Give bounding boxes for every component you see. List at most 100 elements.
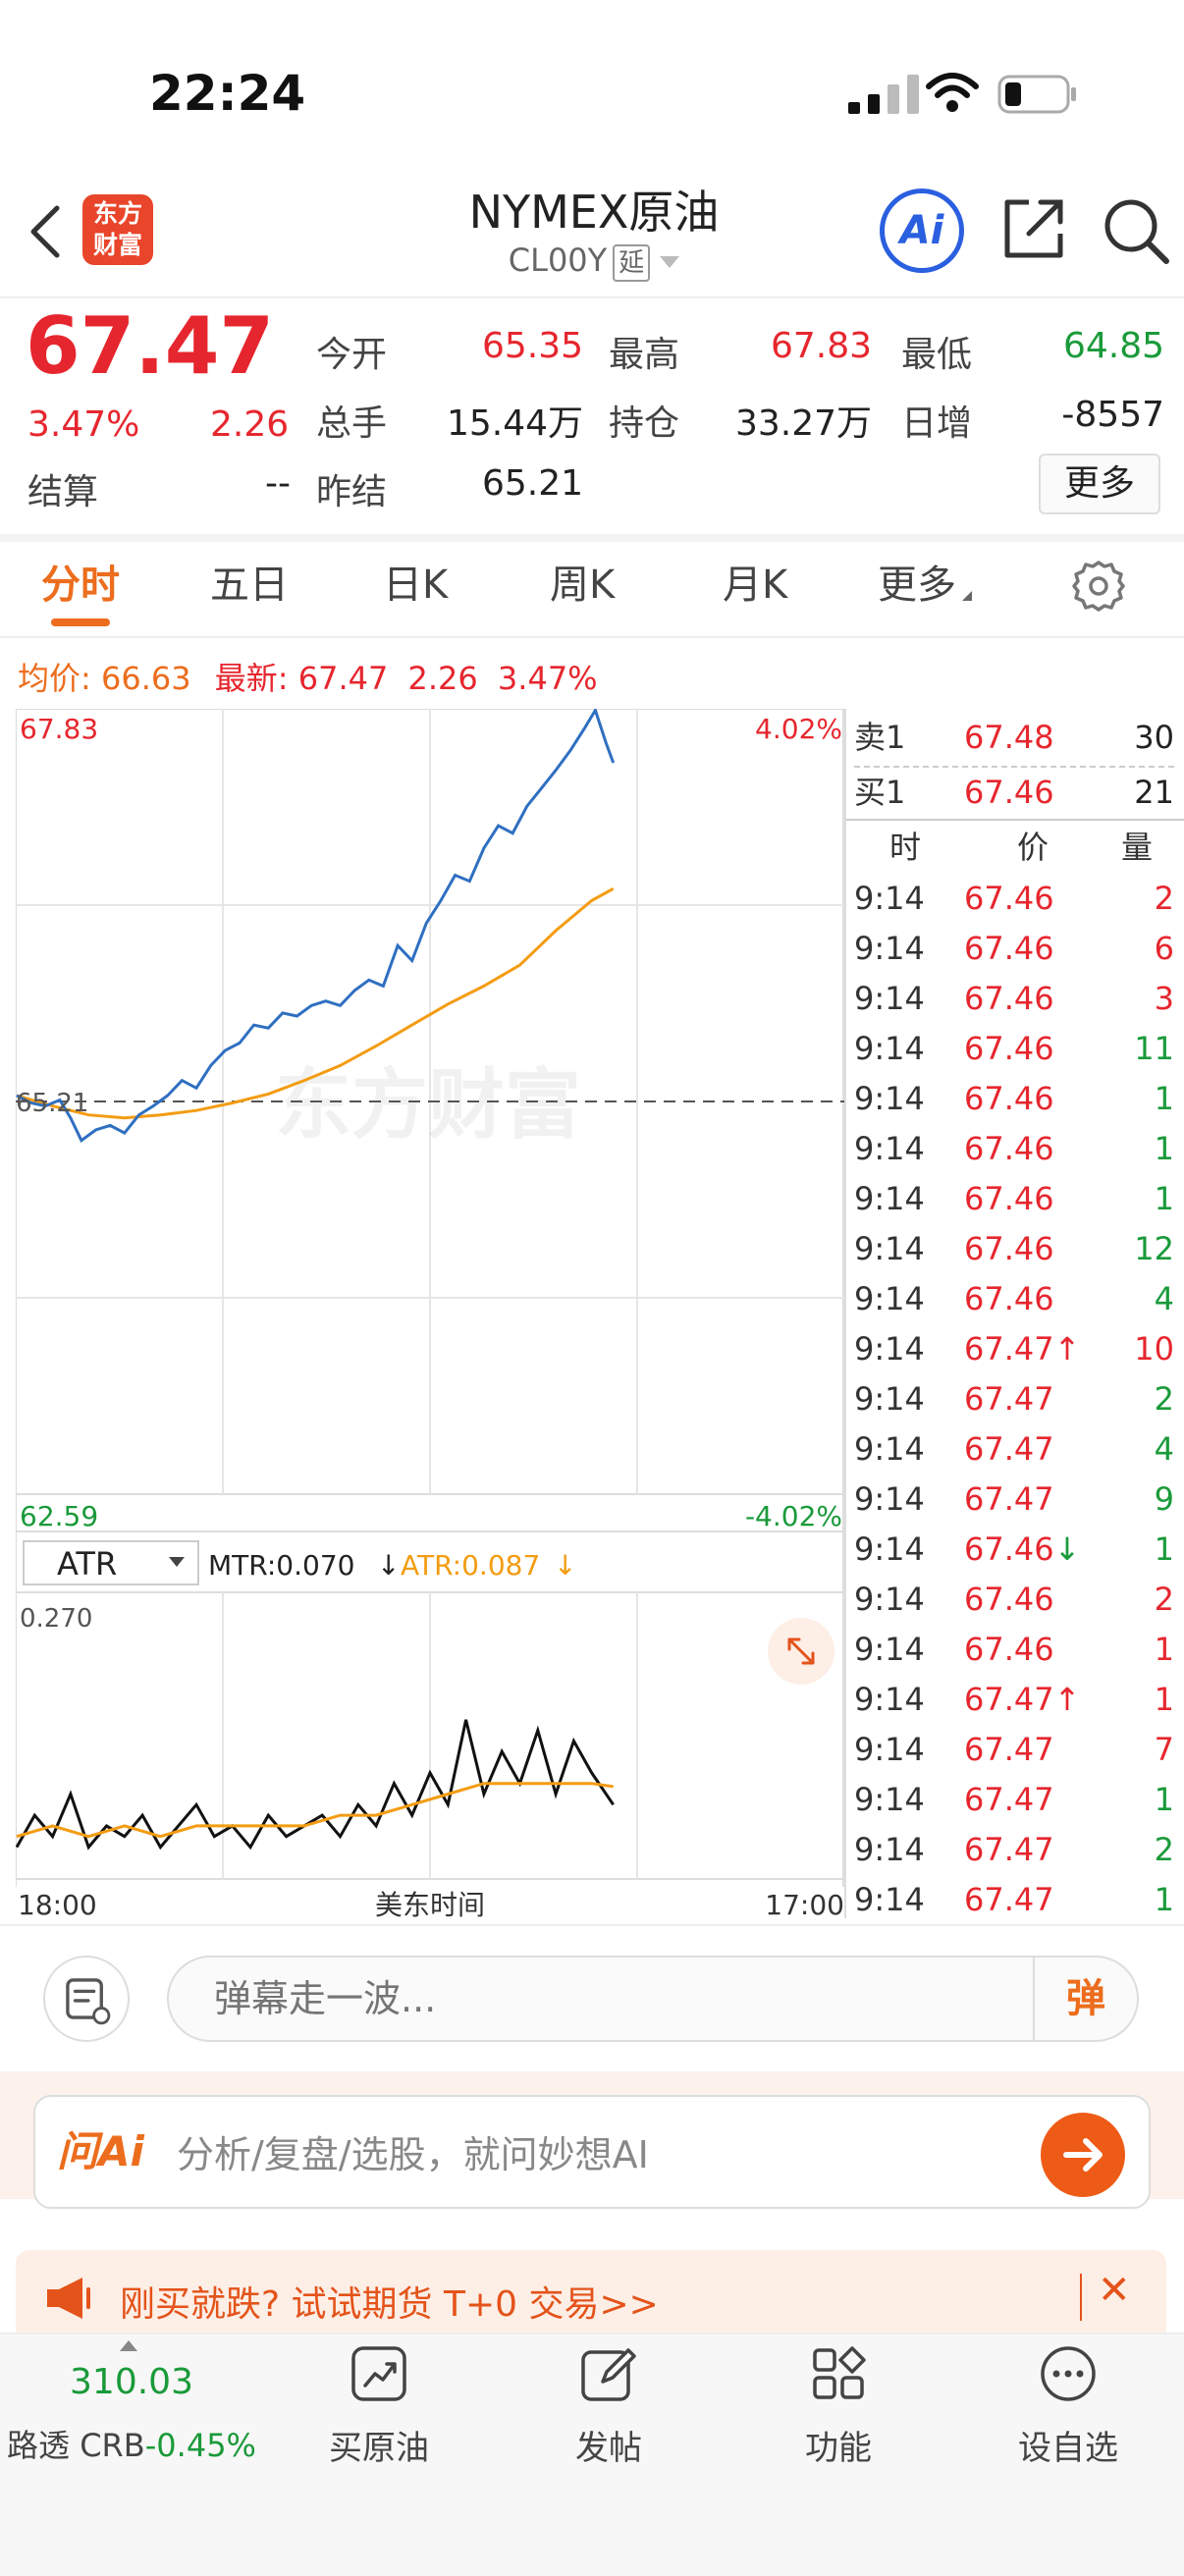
trades-header: 时 价 量 [854,823,1174,873]
page-title: NYMEX原油 [468,186,720,239]
intraday-chart[interactable]: 东方财富 67.83 62.59 65.21 4.02% -4.02% ATR … [16,709,844,1918]
price-summary: 均价: 66.63 最新: 67.47 2.26 3.47% [18,654,598,699]
danmu-list-icon[interactable] [43,1956,130,2042]
trade-price: 67.46 [964,974,1054,1024]
danmu-input[interactable] [167,1956,1139,2042]
trade-time: 9:14 [854,1581,925,1618]
trade-price: 67.46 [964,874,1054,924]
trade-price-value: 67.47 [964,1781,1054,1818]
buy-volume: 21 [1134,774,1174,811]
trade-price-value: 67.46 [964,1530,1054,1568]
trade-volume: 1 [1154,1530,1174,1568]
trade-price-value: 67.46 [964,1130,1054,1167]
trade-price-value: 67.46 [964,880,1054,917]
contract-selector[interactable]: CL00Y 延 [373,242,815,282]
trade-direction-icon: ↓ [1053,1530,1081,1568]
trade-row: 9:14 67.47↑ 10 [854,1324,1174,1374]
trade-volume: 9 [1154,1480,1174,1518]
trade-volume: 1 [1154,1080,1174,1117]
tab-bar-label[interactable]: 买原油 [329,2429,429,2468]
trade-time: 9:14 [854,1430,925,1468]
mtr-arrow: ↓ [377,1549,400,1582]
functions-icon[interactable] [809,2344,868,2403]
price-line [16,709,616,1143]
trade-volume: 1 [1154,1631,1174,1668]
crb-index-value[interactable]: 310.03 [70,2362,193,2402]
quote-field-value: 65.21 [481,463,583,504]
trade-price-value: 67.47 [964,1731,1054,1768]
buy-oil-icon[interactable] [350,2344,408,2403]
more-quote-button[interactable]: 更多 [1039,454,1160,514]
tab-bar-label[interactable]: 发帖 [575,2429,642,2468]
mtr-label: MTR:0.070 [208,1549,354,1582]
tab-period-1[interactable]: 五日 [210,556,289,615]
trade-volume: 7 [1154,1731,1174,1768]
atr-label: ATR:0.087 [401,1549,540,1582]
arrow-right-icon [1063,2138,1103,2172]
col-price: 价 [1017,829,1049,866]
trade-row: 9:14 67.46 6 [854,924,1174,974]
tab-period-5[interactable]: 更多 [878,556,972,615]
pct-top-label: 4.02% [755,713,842,745]
tab-intraday[interactable]: 分时 [41,556,120,615]
status-time: 22:24 [149,65,306,122]
trade-row: 9:14 67.47 9 [854,1475,1174,1525]
trade-price: 67.46 [964,1124,1054,1174]
trade-row: 9:14 67.46 1 [854,1625,1174,1675]
trade-time: 9:14 [854,1080,925,1117]
ai-button[interactable]: Ai [880,188,964,273]
last-price: 67.47 [26,300,275,392]
atr-line [16,1782,614,1839]
trade-volume: 1 [1154,1180,1174,1217]
post-icon[interactable] [579,2344,638,2403]
indicator-name: ATR [57,1545,117,1583]
trade-time: 9:14 [854,1330,925,1368]
quote-field-value: -8557 [1061,395,1164,435]
trade-row: 9:14 67.46 2 [854,1575,1174,1625]
gear-icon[interactable] [1072,560,1125,613]
chart-watermark: 东方财富 [275,1061,581,1150]
delay-badge: 延 [613,244,651,282]
trade-time: 9:14 [854,1280,925,1317]
ask-ai-go-button[interactable] [1041,2113,1125,2197]
trade-row: 9:14 67.46 1 [854,1124,1174,1174]
y-bottom-label: 62.59 [20,1500,98,1532]
promo-text[interactable]: 刚买就跌? 试试期货 T+0 交易>> [120,2284,659,2325]
trade-time: 9:14 [854,1731,925,1768]
back-icon[interactable] [26,202,65,261]
quote-field-label: 日增 [901,403,973,444]
tab-bar-label[interactable]: 功能 [805,2429,872,2468]
divider [1080,2274,1082,2321]
send-danmu-button[interactable]: 弹 [1033,1958,1137,2040]
trade-row: 9:14 67.46 3 [854,974,1174,1024]
trade-price: 67.46 [964,1575,1054,1625]
quote-field-label: 最低 [901,335,973,375]
promo-banner[interactable] [16,2250,1166,2344]
trade-price: 67.47 [964,1775,1054,1825]
trade-price-value: 67.47 [964,1681,1054,1718]
ask-ai-brand: 问Ai [57,2127,144,2175]
tab-period-3[interactable]: 周K [550,556,615,615]
trade-volume: 6 [1154,930,1174,967]
share-icon[interactable] [999,194,1068,263]
tab-bar-label[interactable]: 设自选 [1018,2429,1118,2468]
tab-period-2[interactable]: 日K [383,556,448,615]
close-icon[interactable]: ✕ [1098,2268,1131,2313]
trade-price-value: 67.46 [964,1280,1054,1317]
more-options-icon[interactable] [1039,2344,1098,2403]
tab-period-4[interactable]: 月K [723,556,787,615]
search-icon[interactable] [1100,194,1172,267]
trade-row: 9:14 67.47 4 [854,1424,1174,1475]
trade-row: 9:14 67.47 1 [854,1775,1174,1825]
wifi-icon [926,73,979,112]
indicator-select[interactable] [23,1540,199,1585]
trade-volume: 2 [1154,1581,1174,1618]
quote-field-label: 昨结 [316,472,388,512]
mtr-line [16,1719,615,1851]
chart-grid [16,709,844,1887]
quote-field-label: 今开 [316,335,388,375]
ask-ai-input[interactable] [33,2095,1151,2209]
divider [854,766,1174,768]
crb-index[interactable]: 路透 CRB-0.45% [0,2421,263,2466]
trade-time: 9:14 [854,1881,925,1918]
